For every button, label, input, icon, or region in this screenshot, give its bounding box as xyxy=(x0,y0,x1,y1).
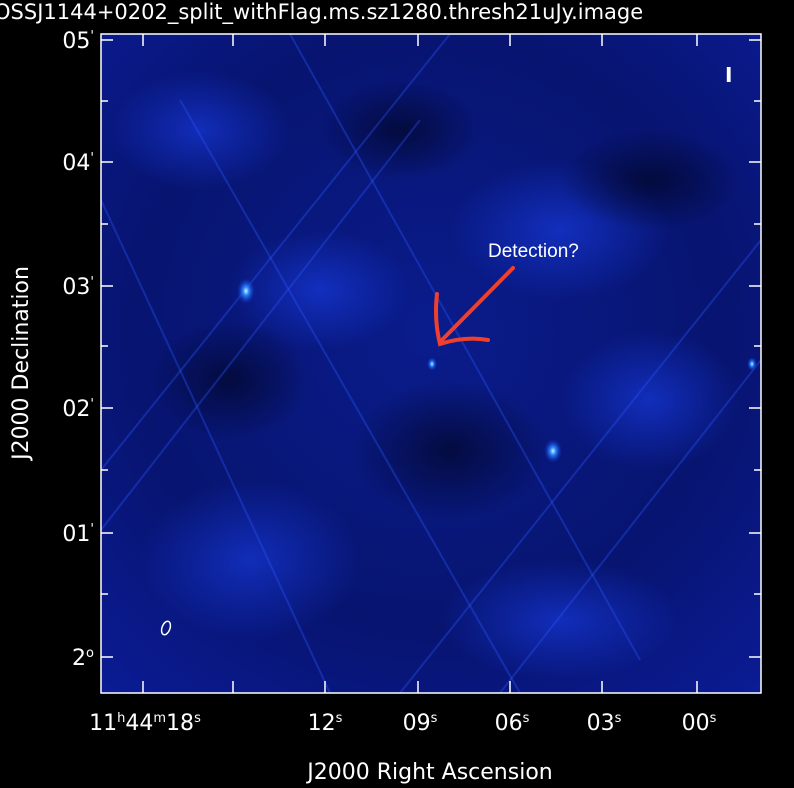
sky-image xyxy=(101,34,761,693)
tick-unit: m xyxy=(153,711,166,726)
x-tick-labels: 11h44m18s 12s 09s 06s 03s 00s xyxy=(89,711,716,736)
tick-number: 03 xyxy=(587,711,615,736)
tick-label: 03' xyxy=(62,275,94,300)
tick-unit: ' xyxy=(90,151,94,166)
tick-label: 01' xyxy=(62,522,94,547)
annotation: Detection? xyxy=(488,241,579,262)
tick-number: 00 xyxy=(682,711,710,736)
tick-unit: o xyxy=(86,646,94,661)
tick-unit: ' xyxy=(90,29,94,44)
tick-label: 2o xyxy=(72,646,94,671)
tick-number: 05 xyxy=(62,29,90,54)
tick-unit: s xyxy=(710,711,717,726)
tick-number: 04 xyxy=(62,151,90,176)
tick-number: 02 xyxy=(62,397,90,422)
tick-unit: s xyxy=(523,711,530,726)
tick-number: 03 xyxy=(62,275,90,300)
tick-label: 03s xyxy=(587,711,622,736)
tick-label: 02' xyxy=(62,397,94,422)
tick-unit: s xyxy=(431,711,438,726)
tick-number: 01 xyxy=(62,522,90,547)
tick-unit: s xyxy=(194,711,201,726)
plot-frame xyxy=(100,33,762,694)
tick-label: 00s xyxy=(682,711,717,736)
tick-unit: s xyxy=(336,711,343,726)
image-title: OSSJ1144+0202_split_withFlag.ms.sz1280.t… xyxy=(0,0,643,25)
x-axis-label: J2000 Right Ascension xyxy=(305,760,552,785)
tick-number: 11 xyxy=(89,711,117,736)
tick-number: 2 xyxy=(72,646,86,671)
stokes-label: I xyxy=(725,63,732,87)
tick-number: 18 xyxy=(166,711,194,736)
tick-number: 44 xyxy=(125,711,153,736)
tick-unit: ' xyxy=(90,275,94,290)
y-tick-labels: 05'04'03'02'01'2o xyxy=(62,29,94,671)
tick-unit: ' xyxy=(90,397,94,412)
tick-number: 06 xyxy=(495,711,523,736)
tick-label: 09s xyxy=(403,711,438,736)
tick-label: 11h44m18s xyxy=(89,711,201,736)
annotation-arrow xyxy=(434,266,515,347)
tick-unit: ' xyxy=(90,522,94,537)
y-axis-label: J2000 Declination xyxy=(9,266,34,462)
tick-label: 04' xyxy=(62,151,94,176)
tick-number: 09 xyxy=(403,711,431,736)
tick-label: 12s xyxy=(308,711,343,736)
tick-number: 12 xyxy=(308,711,336,736)
tick-unit: s xyxy=(615,711,622,726)
tick-label: 05' xyxy=(62,29,94,54)
beam xyxy=(160,620,172,636)
tick-marks xyxy=(101,34,761,693)
tick-label: 06s xyxy=(495,711,530,736)
tick-unit: h xyxy=(117,711,125,726)
